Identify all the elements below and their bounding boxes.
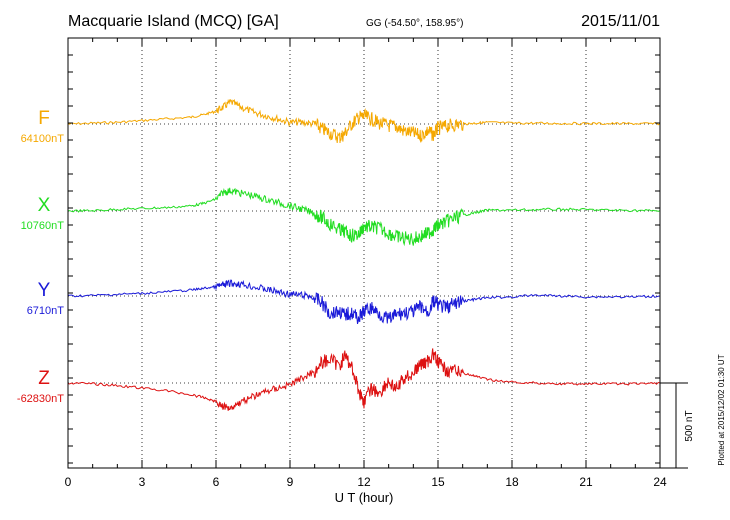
series-baseline-x: 10760nT [21,220,65,232]
plot-date: 2015/11/01 [581,13,660,30]
grid-lines [68,38,660,468]
x-tick-label: 0 [65,475,72,489]
x-tick-label: 24 [653,475,667,489]
series-line-f [67,98,661,144]
x-tick-label: 18 [505,475,519,489]
series-label-y: Y [38,280,51,301]
x-tick-label: 21 [579,475,593,489]
x-tick-label: 15 [431,475,445,489]
station-title: Macquarie Island (MCQ) [GA] [68,13,279,30]
scale-bar-label: 500 nT [684,410,695,441]
x-tick-label: 9 [287,475,294,489]
x-tick-label: 3 [139,475,146,489]
axis-ticks: 0 3 6 9 12 15 18 21 24 [65,37,667,489]
series-label-z: Z [38,368,50,389]
series-baseline-y: 6710nT [27,305,65,317]
series-traces: F 64100nT X 10760nT Y 6710nT Z -62830nT [17,98,661,411]
series-line-z [67,348,661,411]
series-label-f: F [38,108,50,129]
series-line-x [68,187,661,247]
x-tick-label: 12 [357,475,371,489]
x-axis-label: U T (hour) [335,490,394,505]
x-tick-label: 6 [213,475,220,489]
station-coords: GG (-54.50°, 158.95°) [366,18,464,29]
series-baseline-f: 64100nT [21,133,65,145]
plotted-timestamp: Plotted at 2015/12/02 01:30 UT [717,354,726,465]
scale-bar: 500 nT [660,382,695,469]
series-label-x: X [38,195,51,216]
series-line-y [67,279,661,325]
series-baseline-z: -62830nT [17,393,64,405]
